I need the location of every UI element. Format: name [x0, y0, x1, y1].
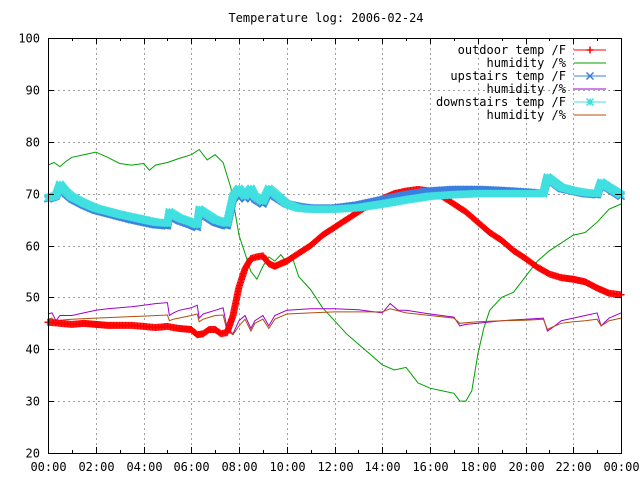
x-tick-label: 10:00 [269, 460, 305, 474]
y-tick-label: 70 [26, 188, 40, 202]
series-5 [47, 308, 622, 336]
x-tick-label: 00:00 [603, 460, 639, 474]
plot-area [43, 148, 626, 402]
series-0 [44, 185, 625, 339]
y-tick-label: 100 [18, 32, 40, 46]
x-tick-label: 12:00 [317, 460, 353, 474]
y-tick-label: 50 [26, 291, 40, 305]
series-2 [43, 174, 626, 232]
y-tick-label: 40 [26, 343, 40, 357]
axes: 20 30 40 50 60 70 80 90 100 00:00 02:00 04:00 06:00 0… [18, 32, 639, 475]
series-line [47, 302, 622, 335]
legend-label: humidity /% [487, 108, 567, 122]
y-tick-label: 90 [26, 84, 40, 98]
y-tick-label: 60 [26, 240, 40, 254]
legend-label: outdoor temp /F [458, 43, 566, 57]
x-tick-label: 08:00 [221, 460, 257, 474]
legend-marker [585, 97, 595, 107]
x-tick-label: 20:00 [508, 460, 544, 474]
legend-label: downstairs temp /F [436, 95, 566, 109]
chart-title: Temperature log: 2006-02-24 [228, 11, 423, 25]
y-tick-label: 20 [26, 447, 40, 461]
legend-marker [585, 71, 595, 81]
x-tick-label: 16:00 [412, 460, 448, 474]
x-tick-label: 02:00 [78, 460, 114, 474]
grid [48, 38, 621, 453]
y-tick-label: 30 [26, 395, 40, 409]
x-tick-label: 06:00 [173, 460, 209, 474]
legend-marker [586, 46, 594, 54]
x-tick-label: 22:00 [555, 460, 591, 474]
series-line [47, 148, 622, 402]
x-tick-label: 00:00 [30, 460, 66, 474]
x-tick-label: 18:00 [460, 460, 496, 474]
series-4 [43, 172, 626, 229]
series-1 [47, 148, 622, 402]
legend-label: upstairs temp /F [450, 69, 566, 83]
x-tick-label: 14:00 [364, 460, 400, 474]
series-3 [47, 302, 622, 335]
y-tick-label: 80 [26, 136, 40, 150]
legend-label: humidity /% [487, 82, 567, 96]
series-line [47, 308, 622, 336]
x-tick-label: 04:00 [126, 460, 162, 474]
legend-label: humidity /% [487, 56, 567, 70]
